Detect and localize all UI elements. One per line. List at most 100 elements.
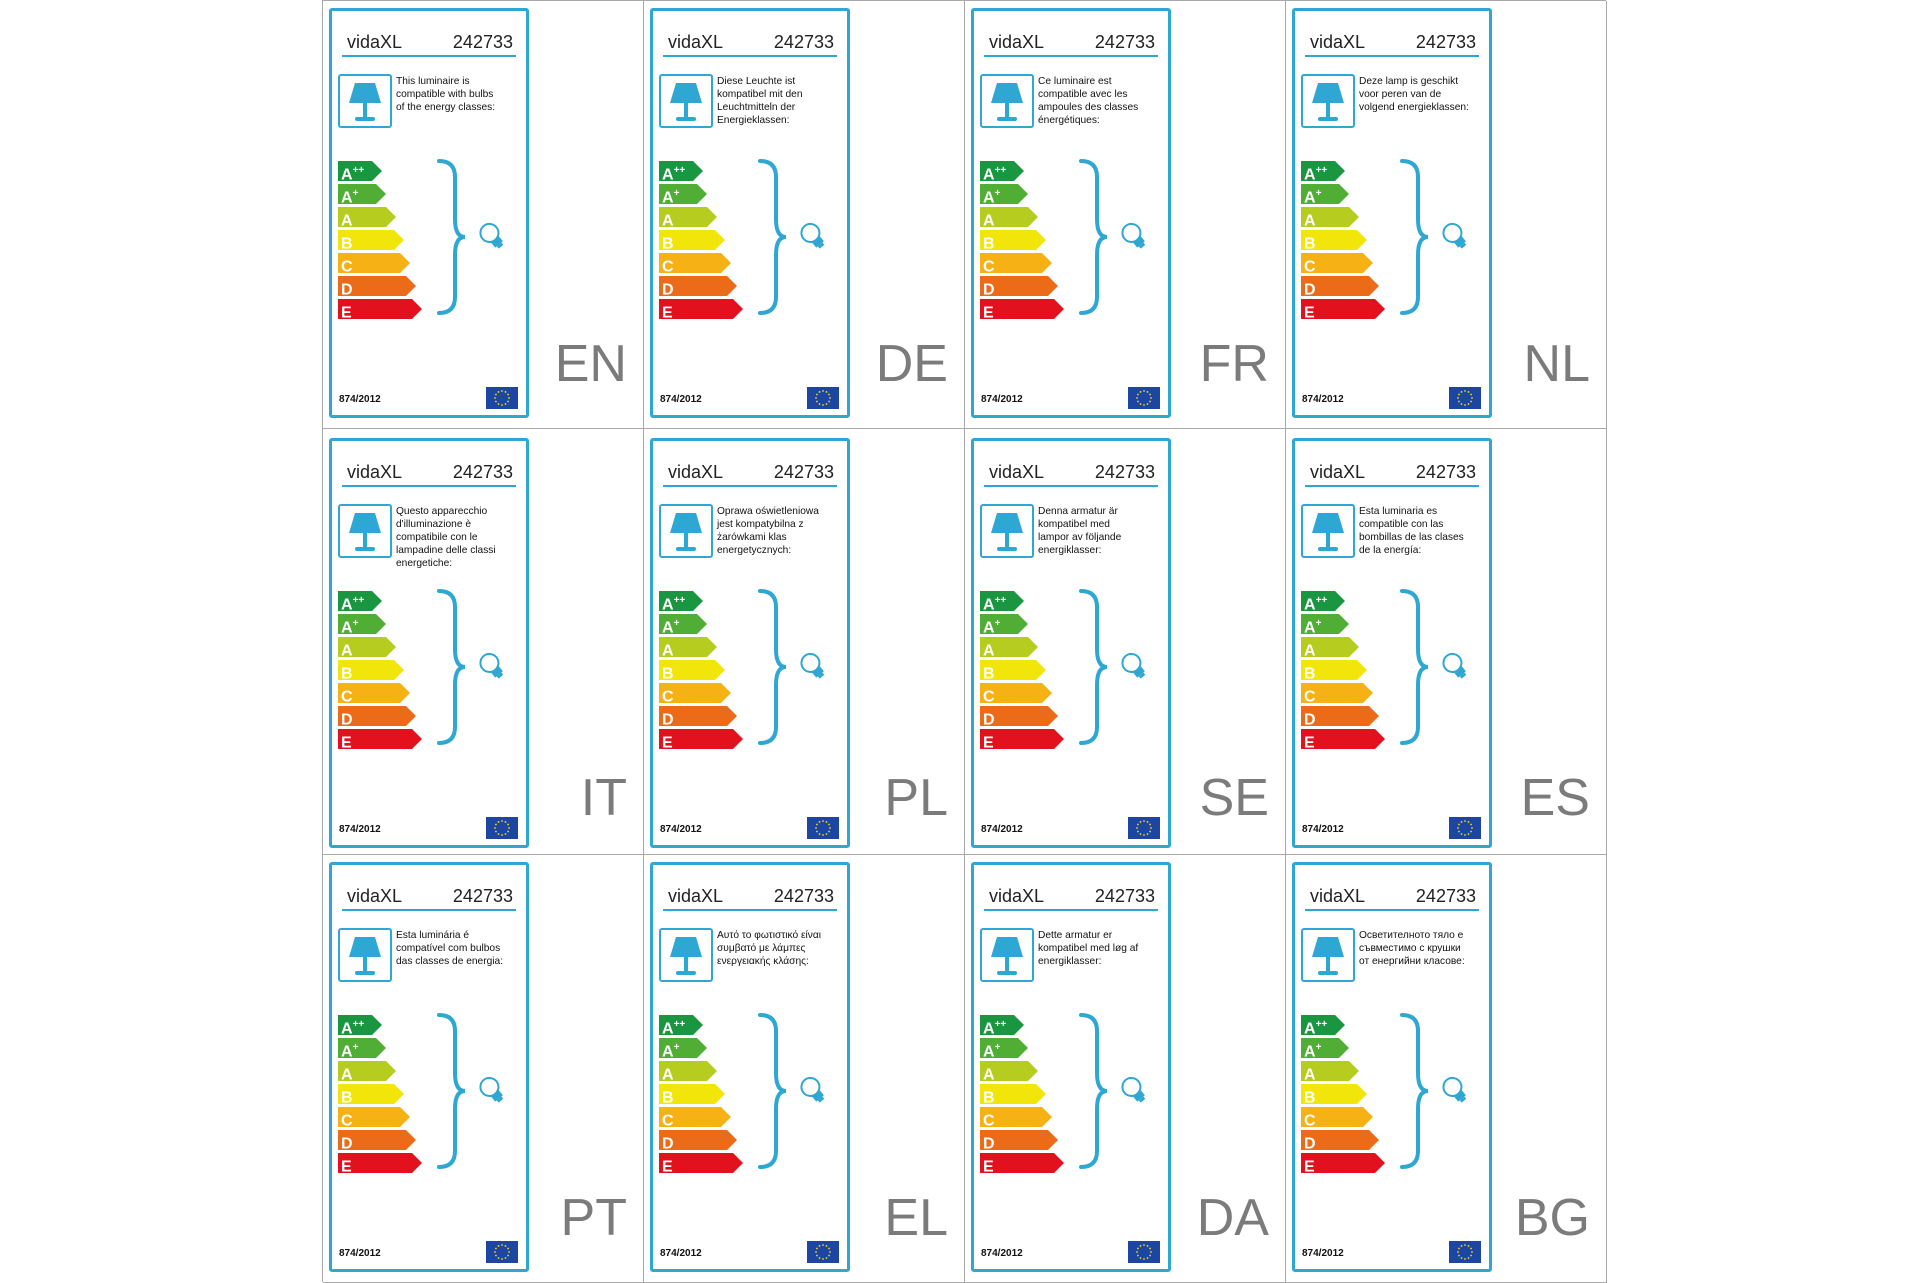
curly-brace [1400, 1013, 1429, 1169]
energy-label-card: vidaXL 242733 Esta luminaria es compatib… [1292, 438, 1492, 848]
energy-bar-a [659, 1061, 717, 1081]
eu-flag-icon [486, 387, 518, 409]
energy-class-bars: A++ A+ A B C D E [659, 591, 749, 751]
energy-label-card: vidaXL 242733 Questo apparecchio d'illum… [329, 438, 529, 848]
energy-class-bars: A++ A+ A B C D E [980, 591, 1070, 751]
energy-bar-e [980, 299, 1064, 319]
energy-class-letter: D [983, 1135, 995, 1153]
energy-class-letter: C [983, 688, 995, 706]
compatibility-text: Denna armatur är kompatibel med lampor a… [1038, 506, 1122, 556]
energy-class-bars: A++ A+ A B C D E [980, 1015, 1070, 1175]
energy-bar-b [338, 230, 404, 250]
energy-class-letter: E [1304, 734, 1315, 752]
energy-bar-app [338, 1015, 382, 1035]
curly-brace [758, 589, 787, 745]
regulation-number: 874/2012 [1302, 1248, 1344, 1259]
energy-bar-c [1301, 683, 1373, 703]
energy-bar-b [338, 660, 404, 680]
energy-bar-b [1301, 660, 1367, 680]
energy-class-letter: E [983, 304, 994, 322]
brand-name: vidaXL [668, 462, 724, 482]
language-code: ES [1520, 769, 1590, 827]
compatibility-text: Dette armatur er kompatibel med løg af e… [1038, 930, 1139, 967]
energy-bar-d [659, 1130, 737, 1150]
language-code: FR [1199, 335, 1269, 393]
energy-class-letter: E [341, 304, 352, 322]
energy-class-letter: A++ [983, 1019, 1007, 1038]
energy-class-letter: C [341, 258, 353, 276]
energy-class-letter: A+ [1304, 1042, 1322, 1061]
energy-bar-a [1301, 637, 1359, 657]
energy-bar-a [1301, 207, 1359, 227]
table-lamp-icon [1301, 928, 1355, 982]
curly-brace [1400, 159, 1429, 315]
table-lamp-icon [980, 928, 1034, 982]
brand-name: vidaXL [1310, 886, 1366, 906]
energy-bar-e [980, 729, 1064, 749]
energy-bar-c [980, 253, 1052, 273]
energy-label-card: vidaXL 242733 Diese Leuchte ist kompatib… [650, 8, 850, 418]
eu-flag-icon [807, 1241, 839, 1263]
energy-class-letter: A++ [662, 595, 686, 614]
compatibility-text: Oprawa oświetleniowa jest kompatybilna z… [717, 506, 819, 556]
energy-bar-ap [980, 1038, 1028, 1058]
energy-bar-ap [980, 184, 1028, 204]
energy-bar-ap [1301, 614, 1349, 634]
energy-bar-ap [659, 614, 707, 634]
compatibility-text: Esta luminaria es compatible con las bom… [1359, 506, 1464, 556]
energy-class-letter: A+ [1304, 618, 1322, 637]
energy-bar-b [659, 1084, 725, 1104]
product-code: 242733 [1415, 32, 1476, 52]
table-lamp-icon [659, 928, 713, 982]
product-code: 242733 [1094, 886, 1155, 906]
energy-bar-b [659, 660, 725, 680]
energy-class-letter: A+ [341, 1042, 359, 1061]
energy-bar-b [980, 1084, 1046, 1104]
language-code: SE [1199, 769, 1269, 827]
energy-class-letter: B [983, 665, 995, 683]
energy-bar-app [1301, 1015, 1345, 1035]
energy-class-letter: A++ [341, 1019, 365, 1038]
energy-class-letter: D [662, 1135, 674, 1153]
energy-class-letter: B [341, 235, 353, 253]
energy-bar-c [980, 683, 1052, 703]
energy-class-letter: A++ [1304, 165, 1328, 184]
energy-class-letter: E [983, 734, 994, 752]
language-code: PT [560, 1189, 627, 1247]
regulation-number: 874/2012 [981, 394, 1023, 405]
product-code: 242733 [452, 32, 513, 52]
energy-class-letter: A [1304, 1066, 1316, 1084]
energy-bar-app [659, 1015, 703, 1035]
energy-bar-a [1301, 1061, 1359, 1081]
energy-bar-ap [1301, 1038, 1349, 1058]
compatibility-text: Questo apparecchio d'illuminazione è com… [396, 506, 496, 569]
energy-label-card: vidaXL 242733 Dette armatur er kompatibe… [971, 862, 1171, 1272]
energy-class-letter: B [1304, 665, 1316, 683]
energy-bar-app [338, 591, 382, 611]
label-cell-nl: vidaXL 242733 Deze lamp is geschikt voor… [1286, 1, 1607, 429]
language-code: NL [1523, 335, 1590, 393]
energy-bar-d [980, 1130, 1058, 1150]
energy-class-letter: C [341, 688, 353, 706]
energy-class-bars: A++ A+ A B C D E [338, 591, 428, 751]
energy-bar-d [659, 706, 737, 726]
language-code: EL [884, 1189, 948, 1247]
energy-bar-b [980, 230, 1046, 250]
curly-brace [1079, 1013, 1108, 1169]
energy-bar-app [659, 161, 703, 181]
energy-class-letter: A++ [341, 595, 365, 614]
product-code: 242733 [1094, 462, 1155, 482]
energy-bar-ap [659, 1038, 707, 1058]
label-cell-pl: vidaXL 242733 Oprawa oświetleniowa jest … [644, 429, 965, 855]
energy-bar-c [659, 1107, 731, 1127]
label-cell-bg: vidaXL 242733 Осветителното тяло е съвме… [1286, 855, 1607, 1283]
energy-class-letter: D [662, 711, 674, 729]
energy-class-letter: A [341, 212, 353, 230]
compatibility-text: This luminaire is compatible with bulbs … [396, 76, 496, 113]
brand-name: vidaXL [1310, 462, 1366, 482]
energy-label-card: vidaXL 242733 Αυτό το φωτιστικό είναι συ… [650, 862, 850, 1272]
energy-label-card: vidaXL 242733 Denna armatur är kompatibe… [971, 438, 1171, 848]
energy-class-letter: B [662, 235, 674, 253]
table-lamp-icon [1301, 504, 1355, 558]
table-lamp-icon [1301, 74, 1355, 128]
